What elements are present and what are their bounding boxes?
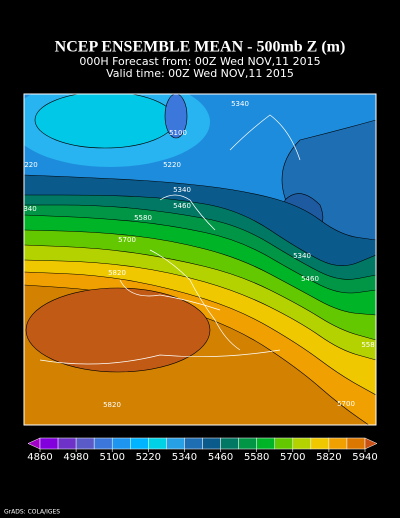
coastline (119, 279, 221, 311)
contour-line (24, 194, 376, 266)
colorbar-tick-label: 5220 (136, 452, 161, 463)
colorbar-arrow (364, 437, 378, 450)
colorbar-tick-label: 5940 (352, 452, 377, 463)
colorbar-tick-label: 5460 (208, 452, 233, 463)
colorbar-cell (39, 437, 59, 450)
field (34, 94, 176, 149)
title: NCEP ENSEMBLE MEAN - 500mb Z (m) (55, 39, 346, 56)
contour-label: 220 (24, 161, 37, 169)
colorbar-cell (184, 437, 203, 450)
contour-label: 5580 (134, 214, 152, 222)
contour-label: 340 (23, 205, 36, 213)
colorbar-cell (220, 437, 239, 450)
colorbar-tick-label: 5700 (280, 452, 305, 463)
contour-label: 5340 (173, 186, 191, 194)
contour-label: 5460 (301, 275, 319, 283)
credit: GrADS: COLA/IGES (4, 509, 60, 516)
colorbar-cell (274, 437, 294, 450)
contour-label: 558 (361, 341, 374, 349)
coastline (149, 249, 241, 351)
colorbar-cell (93, 437, 113, 450)
colorbar-tick-label: 5100 (99, 452, 124, 463)
contour-label: 5700 (118, 236, 136, 244)
colorbar-cell (166, 437, 185, 450)
contour-line (24, 244, 376, 341)
colorbar-cell (238, 437, 257, 450)
colorbar-cell (75, 437, 95, 450)
colorbar-tick-label: 4860 (27, 452, 52, 463)
contour-line (24, 229, 376, 316)
colorbar-cell (328, 437, 348, 450)
colorbar-cell (111, 437, 131, 450)
contour-line (24, 214, 376, 294)
contour-line (24, 259, 376, 361)
colorbar-tick-label: 5820 (316, 452, 341, 463)
contour-label: 5820 (103, 401, 121, 409)
contour-label: 5820 (108, 269, 126, 277)
colorbar-tick-label: 5580 (244, 452, 269, 463)
coastline (159, 194, 216, 231)
colorbar-cell (148, 437, 167, 450)
contour-label: 5340 (293, 252, 311, 260)
map-frame (23, 93, 377, 426)
map: 5340 5100 5220 220 5340 5460 340 5580 5700 5340 54… (23, 94, 376, 425)
colorbar-tick-label: 5340 (172, 452, 197, 463)
colorbar-cell (57, 437, 77, 450)
colorbar-cell (256, 437, 275, 450)
subtitle: Valid time: 00Z Wed NOV,11 2015 (106, 67, 294, 80)
high-center (25, 287, 211, 373)
colorbar-cell (130, 437, 149, 450)
contour-label: 5340 (231, 100, 249, 108)
contour-label: 5100 (169, 129, 187, 137)
contour-label: 5220 (163, 161, 181, 169)
colorbar-cell (202, 437, 221, 450)
contour-label: 5700 (337, 400, 355, 408)
colorbar-tick-label: 4980 (63, 452, 88, 463)
low-center (164, 94, 188, 139)
colorbar-cell (310, 437, 330, 450)
contour-line (24, 174, 376, 241)
contour-line (24, 271, 376, 396)
colorbar-cell (346, 437, 366, 450)
subtitle: 000H Forecast from: 00Z Wed NOV,11 2015 (79, 55, 320, 68)
coastline (229, 114, 301, 161)
contour-label: 5460 (173, 202, 191, 210)
contour-line (24, 204, 376, 280)
colorbar-cell (292, 437, 312, 450)
coastline (39, 349, 281, 365)
